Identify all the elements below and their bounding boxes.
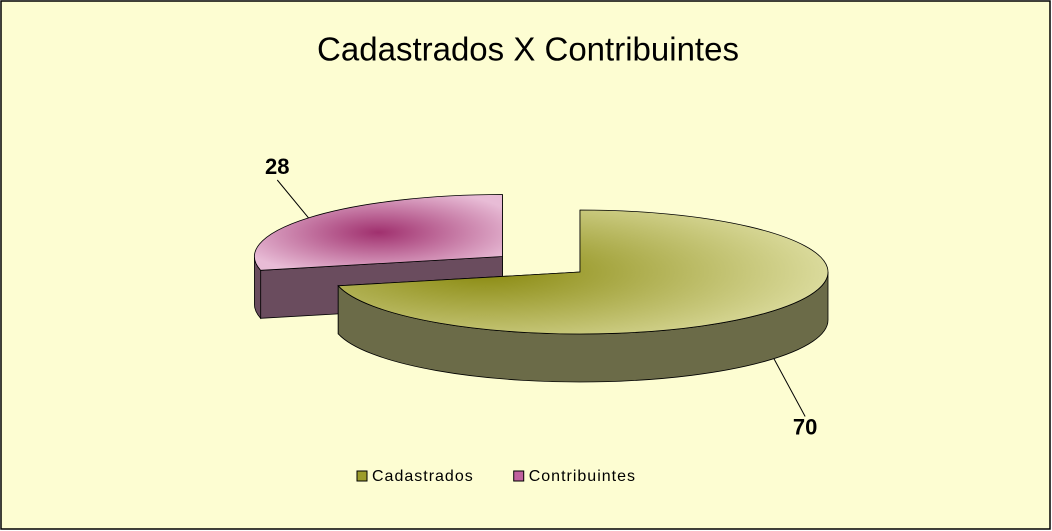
- data-label: 70: [793, 414, 817, 439]
- legend-label: Cadastrados: [372, 468, 474, 485]
- slice-top: [337, 209, 829, 335]
- legend-swatch: [356, 470, 368, 482]
- labels: 28 70: [265, 154, 817, 440]
- legend: Cadastrados Contribuintes: [356, 468, 636, 485]
- leader-line: [773, 358, 806, 417]
- legend-label: Contribuintes: [529, 468, 636, 485]
- pie: [254, 194, 829, 383]
- data-label: 28: [265, 154, 289, 179]
- leader-line: [276, 179, 309, 219]
- chart-title: Cadastrados X Contribuintes: [317, 31, 739, 68]
- legend-swatch: [513, 470, 525, 482]
